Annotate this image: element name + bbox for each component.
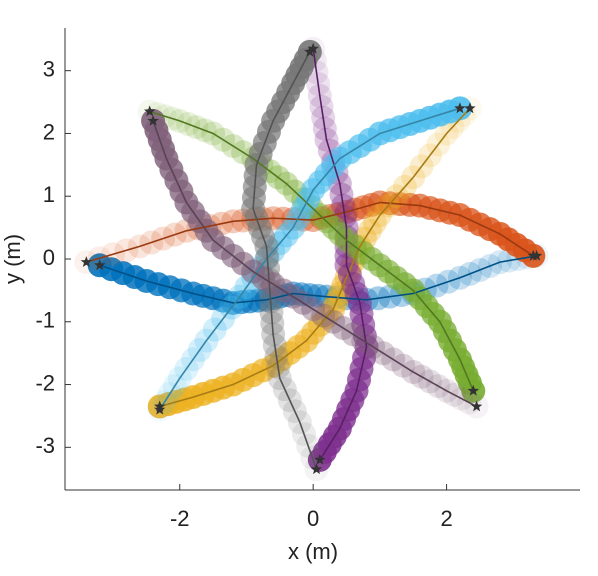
y-tick-label: 1 xyxy=(43,182,55,207)
trajectory-line xyxy=(149,110,475,392)
endpoint-star xyxy=(154,403,166,415)
y-tick-label: 2 xyxy=(43,119,55,144)
trajectory-line xyxy=(99,255,537,304)
endpoint-star xyxy=(147,114,159,126)
endpoint-star xyxy=(310,463,323,475)
y-tick-label: -1 xyxy=(35,308,55,333)
endpoint-star xyxy=(470,400,483,412)
endpoint-star xyxy=(307,42,319,54)
endpoint-star xyxy=(94,259,106,271)
y-tick-label: 0 xyxy=(43,245,55,270)
endpoint-star xyxy=(304,45,316,57)
x-tick-label: 0 xyxy=(307,506,319,531)
trajectory-line xyxy=(152,120,477,408)
endpoint-star xyxy=(314,453,326,465)
axes: -2 0 2 -3 -2 -1 0 1 2 3 xyxy=(35,28,580,531)
lines xyxy=(80,42,543,475)
trajectory-line xyxy=(312,48,368,461)
y-axis-label: y (m) xyxy=(0,234,25,284)
x-tick-label: 2 xyxy=(440,506,452,531)
y-tick-label: -2 xyxy=(35,370,55,395)
endpoint-star xyxy=(80,256,93,267)
x-axis-label: x (m) xyxy=(288,539,338,564)
endpoint-star xyxy=(464,102,476,114)
trajectory-line xyxy=(159,107,461,411)
endpoint-star xyxy=(527,249,539,261)
x-tick-label: -2 xyxy=(170,506,190,531)
endpoint-star xyxy=(467,384,479,396)
trajectory-line xyxy=(86,201,534,263)
endpoint-star xyxy=(454,102,466,114)
y-tick-label: -3 xyxy=(35,433,55,458)
trails xyxy=(74,36,549,482)
endpoint-star xyxy=(144,105,156,117)
trajectory-line xyxy=(252,51,318,470)
trajectory-line xyxy=(159,107,471,408)
y-tick-label: 3 xyxy=(43,56,55,81)
